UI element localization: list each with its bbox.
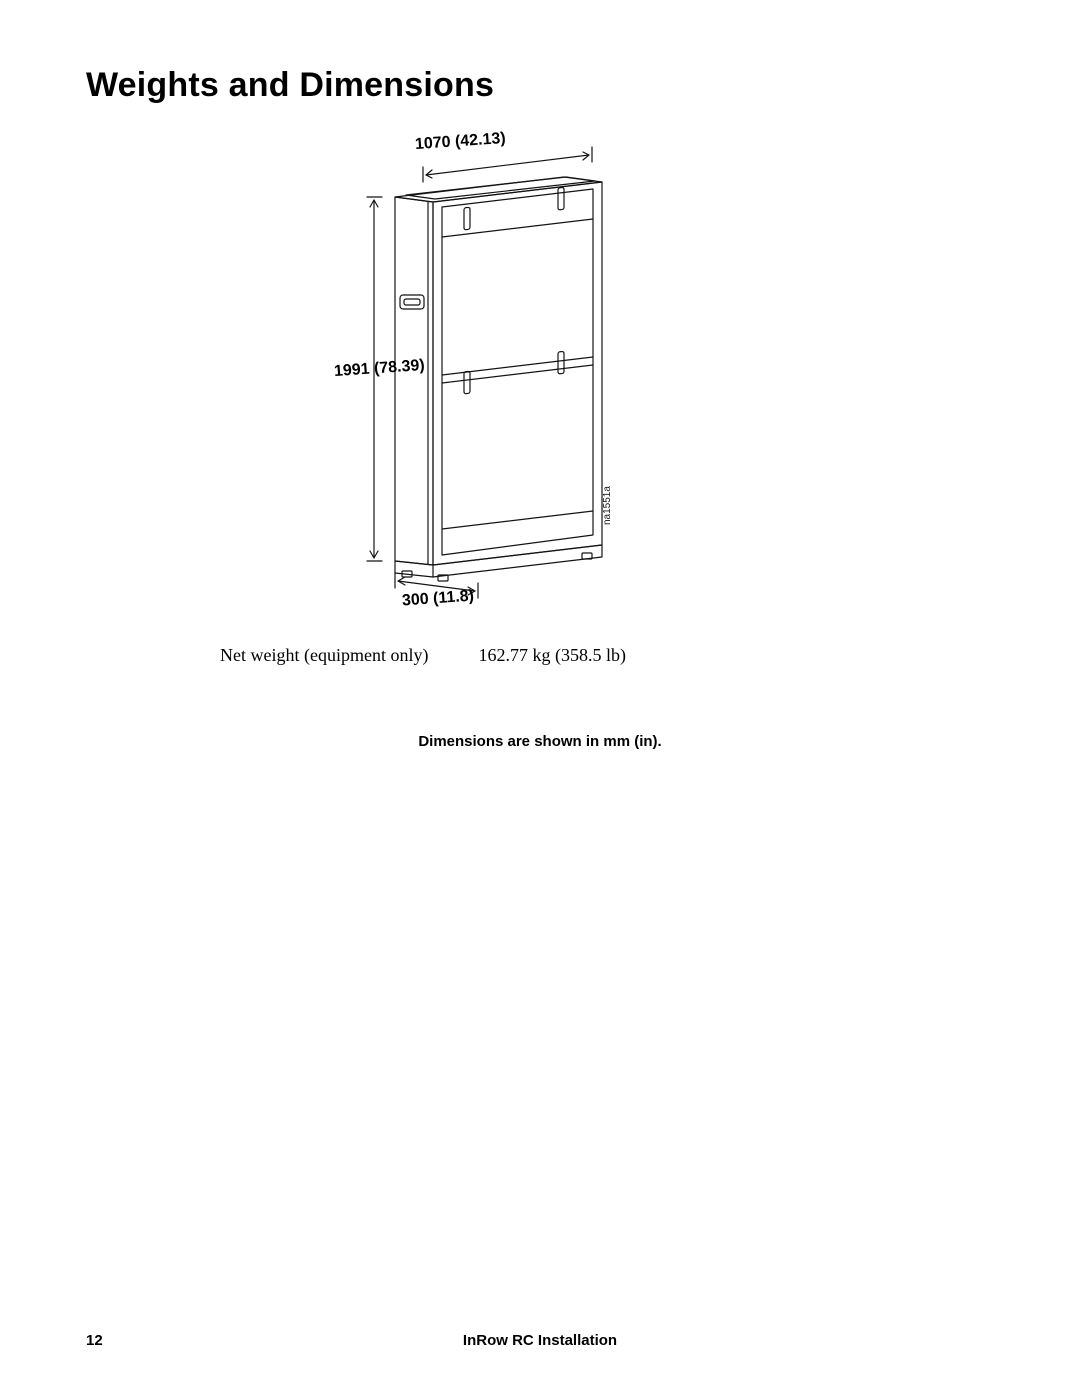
page: Weights and Dimensions 1070 (42.13) 1991… <box>0 0 1080 1397</box>
image-code-label: na1551a <box>602 486 613 525</box>
page-footer: 12 InRow RC Installation <box>0 1332 1080 1352</box>
weight-label: Net weight (equipment only) <box>220 645 428 666</box>
section-heading: Weights and Dimensions <box>86 66 494 105</box>
dimension-figure: 1070 (42.13) 1991 (78.39) 300 (11.8) <box>320 125 760 635</box>
weight-row: Net weight (equipment only) 162.77 kg (3… <box>220 645 626 666</box>
figure-caption: Dimensions are shown in mm (in). <box>320 733 760 750</box>
weight-value: 162.77 kg (358.5 lb) <box>478 645 626 666</box>
footer-title: InRow RC Installation <box>0 1332 1080 1349</box>
